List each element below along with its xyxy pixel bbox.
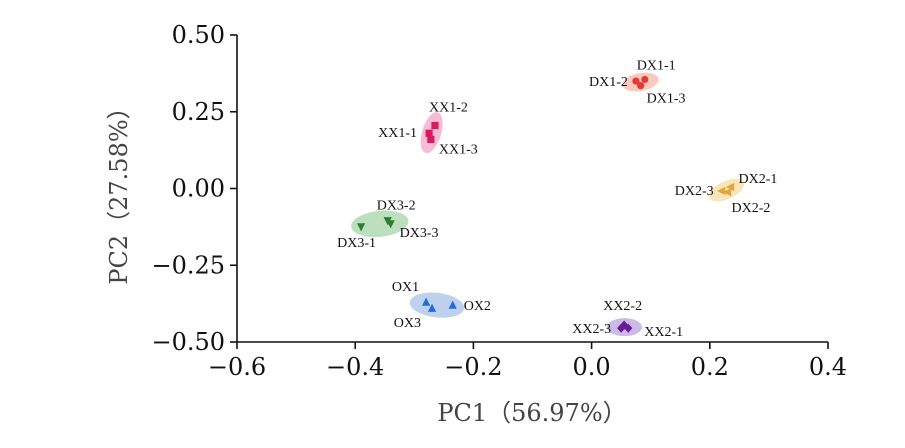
y-tick-label: 0.50 bbox=[172, 21, 225, 49]
data-point bbox=[617, 323, 626, 333]
point-label: DX3-1 bbox=[337, 236, 376, 251]
point-label: XX2-1 bbox=[644, 325, 683, 340]
y-tick-label: 0.00 bbox=[172, 175, 225, 203]
data-point bbox=[386, 220, 395, 229]
data-point bbox=[357, 223, 366, 232]
data-point bbox=[448, 300, 457, 309]
confidence-ellipse bbox=[708, 178, 745, 202]
confidence-ellipse bbox=[351, 210, 409, 238]
x-tick-label: 0.0 bbox=[573, 353, 611, 381]
data-point bbox=[427, 135, 435, 143]
x-axis-ticks: −0.6 −0.4 −0.2 0.0 0.2 0.4 bbox=[208, 342, 847, 381]
data-point bbox=[722, 188, 732, 197]
point-label: XX2-3 bbox=[572, 322, 611, 337]
data-point bbox=[725, 182, 735, 192]
data-point bbox=[425, 129, 433, 137]
data-point bbox=[427, 303, 437, 312]
data-point bbox=[632, 77, 640, 85]
data-points bbox=[357, 75, 735, 333]
point-label: DX3-2 bbox=[377, 199, 416, 214]
point-label: XX1-3 bbox=[439, 142, 478, 157]
point-label: XX2-2 bbox=[603, 299, 642, 314]
x-tick-label: −0.4 bbox=[326, 353, 384, 381]
confidence-ellipse bbox=[409, 292, 465, 318]
data-point bbox=[620, 320, 629, 330]
point-label: OX2 bbox=[464, 299, 491, 314]
point-label: DX1-3 bbox=[647, 92, 686, 107]
point-label: DX2-2 bbox=[732, 201, 771, 216]
data-point bbox=[431, 121, 439, 130]
data-point bbox=[717, 186, 726, 196]
y-axis-ticks: 0.50 0.25 0.00 −0.25 −0.50 bbox=[151, 21, 237, 356]
point-label: OX3 bbox=[394, 316, 421, 331]
x-tick-label: 0.2 bbox=[691, 353, 729, 381]
point-label: DX3-3 bbox=[400, 226, 439, 241]
x-tick-label: −0.2 bbox=[444, 353, 502, 381]
point-label: DX2-1 bbox=[738, 172, 777, 187]
y-axis-title: PC2（27.58%） bbox=[105, 95, 133, 284]
point-label: XX1-1 bbox=[378, 126, 417, 141]
confidence-ellipses bbox=[351, 72, 745, 337]
x-axis-title: PC1（56.97%） bbox=[437, 399, 626, 427]
data-point bbox=[422, 297, 431, 306]
data-point bbox=[637, 82, 645, 90]
y-tick-label: 0.25 bbox=[172, 98, 225, 126]
point-label: DX1-1 bbox=[637, 59, 676, 74]
point-label: DX1-2 bbox=[589, 75, 628, 90]
data-point bbox=[641, 75, 649, 84]
point-labels: XX1-1 XX1-2 XX1-3 DX1-1 DX1-2 DX1-3 DX2-1 DX2-2… bbox=[337, 59, 777, 341]
y-tick-label: −0.25 bbox=[151, 251, 225, 279]
x-tick-label: −0.6 bbox=[208, 353, 266, 381]
point-label: OX1 bbox=[392, 280, 419, 295]
point-label: DX2-3 bbox=[675, 184, 714, 199]
y-tick-label: −0.50 bbox=[151, 328, 225, 356]
point-label: XX1-2 bbox=[429, 101, 468, 116]
x-tick-label: 0.4 bbox=[809, 353, 847, 381]
